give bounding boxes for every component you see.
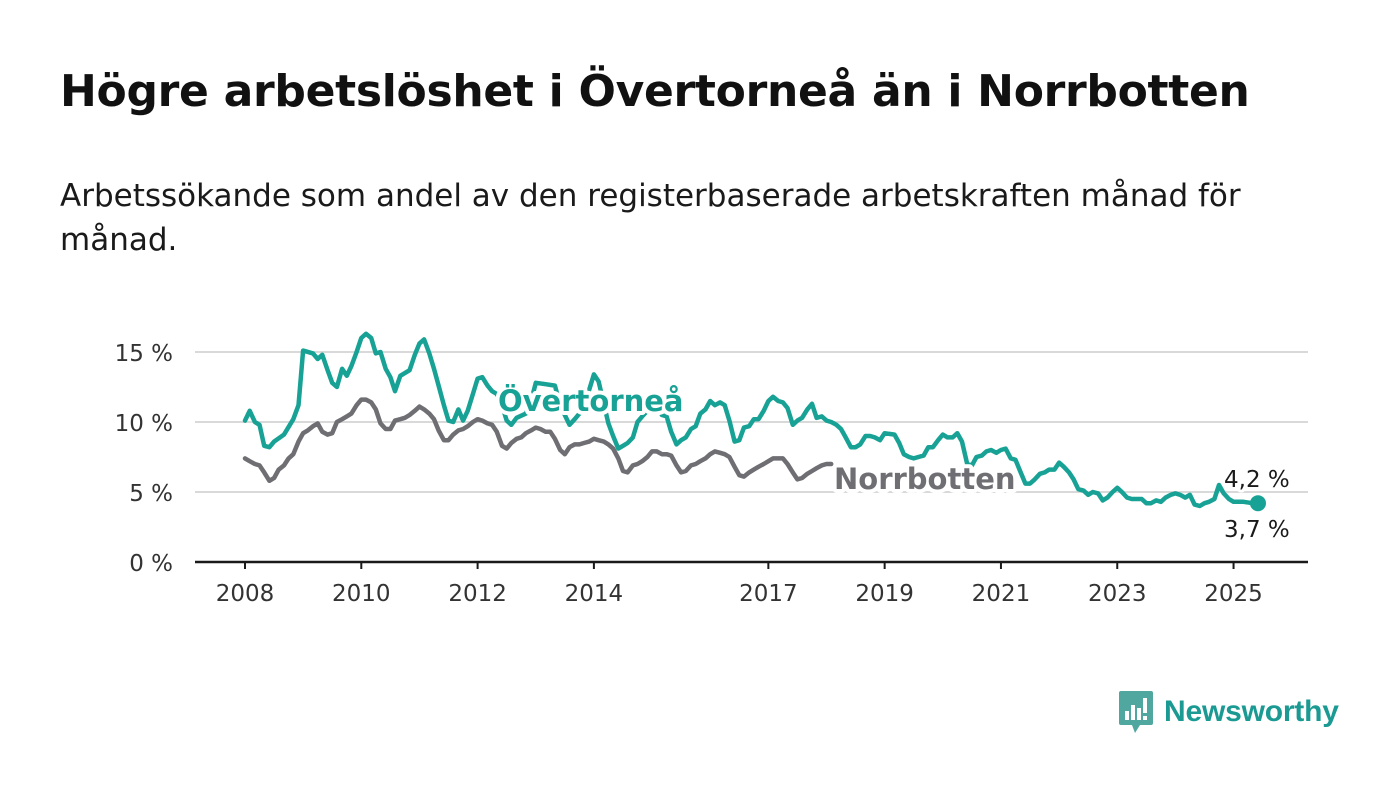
y-tick-label: 5 % (129, 481, 173, 507)
bar-chart-icon (1119, 691, 1153, 733)
series-label-overtornea-halo: Övertorneå (498, 384, 684, 418)
x-tick-label: 2017 (739, 581, 798, 607)
end-label-norrbotten: 3,7 % (1224, 517, 1290, 543)
newsworthy-logo: Newsworthy (1118, 689, 1339, 735)
y-tick-label: 15 % (115, 341, 173, 367)
chart-title: Högre arbetslöshet i Övertorneå än i Nor… (60, 66, 1250, 117)
logo-text: Newsworthy (1164, 695, 1339, 728)
x-axis-ticks: 2008 2010 2012 2014 2017 2019 2021 2023 2025 (195, 560, 1308, 607)
x-tick-label: 2021 (972, 581, 1031, 607)
x-tick-label: 2012 (448, 581, 507, 607)
y-tick-label: 0 % (129, 551, 173, 577)
y-tick-label: 10 % (115, 411, 173, 437)
series-lines (242, 331, 1266, 512)
end-label-norrbotten-halo: 3,7 % (1224, 517, 1290, 543)
x-tick-label: 2025 (1204, 581, 1263, 607)
series-labels: ÖvertorneåÖvertorneåNorrbottenNorrbotten… (494, 380, 1293, 546)
x-tick-label: 2019 (855, 581, 914, 607)
end-label-overtornea: 4,2 % (1224, 467, 1290, 493)
series-label-overtornea: Övertorneå (498, 384, 684, 418)
series-label-norrbotten-halo: Norrbotten (834, 462, 1016, 496)
series-line-overtornea (242, 331, 1261, 509)
x-tick-label: 2010 (332, 581, 391, 607)
x-tick-label: 2014 (565, 581, 624, 607)
series-endpoint-overtornea (1249, 495, 1266, 512)
series-label-norrbotten: Norrbotten (834, 462, 1016, 496)
end-label-overtornea-halo: 4,2 % (1224, 467, 1290, 493)
x-tick-label: 2008 (216, 581, 275, 607)
y-axis-ticks: 0 % 5 % 10 % 15 % (115, 341, 173, 577)
chart-subtitle: Arbetssökande som andel av den registerb… (60, 178, 1241, 258)
series-line-norrbotten (242, 397, 834, 484)
x-tick-label: 2023 (1088, 581, 1147, 607)
